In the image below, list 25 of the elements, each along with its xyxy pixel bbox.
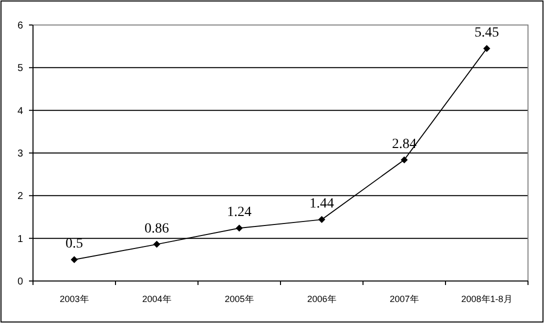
- y-tick-label: 6: [17, 20, 24, 32]
- y-tick-label: 2: [17, 191, 24, 202]
- x-tick-label: 2005年: [224, 294, 254, 304]
- data-label: 1.44: [310, 196, 334, 212]
- data-label: 5.45: [474, 25, 499, 40]
- point: [236, 224, 243, 232]
- y-tick-label: 1: [17, 234, 24, 245]
- point: [70, 256, 78, 264]
- x-tick-label: 2003年: [60, 294, 89, 304]
- point: [153, 240, 160, 248]
- x-tick-label: 2006年: [307, 294, 336, 304]
- data-label: 2.84: [392, 136, 416, 152]
- y-tick-label: 5: [17, 63, 24, 74]
- x-tick-label: 2004年: [142, 294, 172, 304]
- x-tick-label: 2008年1-8月: [461, 294, 512, 304]
- data-label: 0.5: [66, 236, 83, 252]
- y-tick-label: 3: [17, 148, 24, 160]
- data-label: 1.24: [227, 205, 252, 220]
- x-tick-label: 2007年: [390, 294, 419, 304]
- point: [318, 216, 326, 224]
- data-label: 0.86: [144, 221, 169, 236]
- point: [483, 44, 490, 52]
- y-tick-label: 0: [17, 276, 24, 288]
- point: [400, 156, 408, 164]
- y-tick-label: 4: [17, 106, 24, 117]
